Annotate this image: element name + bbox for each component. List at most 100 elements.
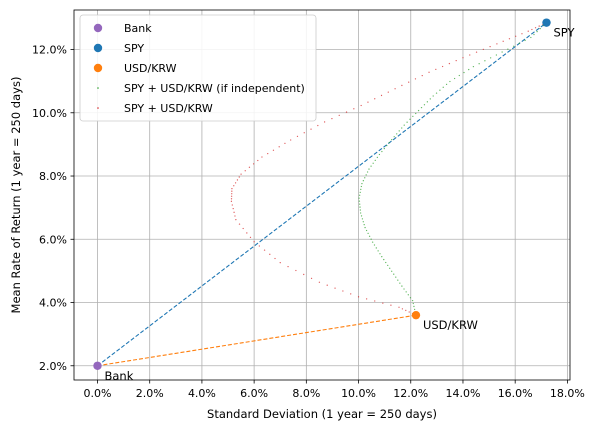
curve-point [448, 62, 451, 65]
curve-point [379, 253, 381, 255]
asset-points [93, 18, 551, 370]
curve-point [463, 71, 465, 74]
legend-label: SPY [124, 42, 144, 55]
curve-point [482, 48, 484, 51]
curve-point [238, 176, 240, 178]
curve-point [508, 38, 511, 40]
curve-point [360, 188, 362, 191]
curve-point [399, 282, 401, 284]
curve-point [269, 253, 271, 255]
curve-point [377, 250, 379, 252]
curve-point [449, 80, 451, 83]
x-axis-ticks: 0.0% 2.0% 4.0% 6.0% 8.0% 10.0% 12.0% 14.0% 16.0%… [84, 380, 585, 400]
curve-point [267, 152, 269, 155]
curve-point [231, 193, 233, 195]
curve-point [382, 302, 384, 304]
legend-label: Bank [124, 22, 152, 35]
curve-point [310, 128, 312, 130]
curve-point [342, 290, 344, 292]
point-bank [93, 361, 102, 370]
curve-point [235, 219, 237, 221]
curve-point [231, 204, 233, 206]
curve-point [372, 162, 374, 164]
curve-point [432, 95, 434, 97]
curve-point [512, 45, 515, 47]
curve-point [435, 68, 437, 71]
curve-point [458, 74, 460, 77]
curve-point [417, 109, 420, 112]
curve-point [387, 91, 389, 93]
curve-point [231, 188, 233, 190]
curve-point [534, 27, 537, 29]
curve-point [507, 48, 509, 50]
legend-label: SPY + USD/KRW (if independent) [124, 82, 305, 95]
curve-point [413, 305, 415, 308]
curve-point [453, 77, 456, 80]
curve-point [536, 30, 538, 33]
curve-point [248, 166, 251, 168]
curve-point [303, 273, 305, 276]
curve-point [390, 304, 392, 306]
curve-point [317, 124, 319, 127]
curve-point [364, 226, 366, 229]
curve-point [527, 30, 529, 32]
curve-point [408, 311, 410, 313]
y-tick-label: 2.0% [39, 360, 67, 373]
curve-point [409, 118, 411, 120]
curve-point [401, 285, 403, 287]
curve-point [445, 83, 448, 86]
curve-point [412, 302, 414, 305]
curve-point [414, 78, 417, 80]
curve-point [370, 165, 372, 167]
curve-point [442, 86, 444, 88]
curve-point [253, 241, 255, 243]
curve-point [401, 308, 404, 310]
legend-marker [93, 63, 103, 73]
curve-point [284, 142, 286, 145]
curve-point [383, 258, 385, 261]
curve-point [435, 92, 438, 94]
curve-point [296, 135, 299, 138]
curve-point [279, 262, 281, 264]
curve-point [472, 65, 475, 68]
curve-point [231, 190, 233, 192]
point-usd-krw [411, 310, 421, 320]
curve-point [230, 195, 233, 197]
curve-point [345, 111, 348, 113]
curve-point [393, 273, 395, 275]
curve-point [358, 200, 361, 202]
annotation-bank: Bank [104, 369, 133, 383]
curve-point [387, 264, 389, 267]
x-tick-label: 14.0% [445, 387, 480, 400]
curve-point [489, 57, 492, 59]
curve-point [370, 238, 372, 240]
curve-point [405, 309, 407, 312]
curve-point [365, 229, 368, 232]
curve-point [407, 294, 409, 296]
curve-point [415, 112, 417, 115]
curve-point [502, 40, 504, 42]
curve-point [441, 65, 444, 68]
curve-point [429, 98, 431, 100]
curve-point [468, 68, 470, 71]
curve-point [469, 54, 471, 56]
curve-point [475, 51, 478, 53]
curve-point [310, 277, 313, 280]
curve-point [230, 200, 233, 202]
curve-point [287, 265, 289, 268]
curve-point [364, 177, 366, 179]
curve-point [368, 235, 371, 237]
curve-point [530, 36, 532, 39]
curve-point [496, 43, 498, 45]
curve-point [391, 139, 393, 141]
curve-point [353, 108, 355, 110]
curve-point [331, 118, 333, 120]
curve-point [374, 300, 376, 302]
legend: Bank SPY USD/KRW SPY + USD/KRW (if independ… [79, 14, 317, 122]
curve-point [409, 297, 412, 299]
curve-point [394, 88, 396, 90]
curve-point [360, 104, 362, 107]
curve-point [359, 203, 361, 205]
curve-point [350, 293, 352, 295]
curve-point [365, 298, 368, 300]
